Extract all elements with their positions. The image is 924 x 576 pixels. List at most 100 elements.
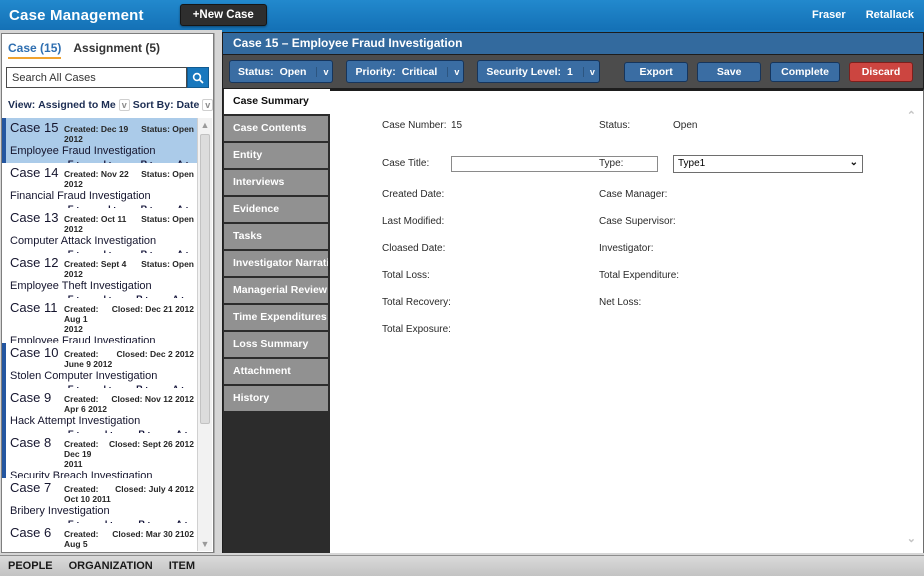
save-button[interactable]: Save	[697, 61, 762, 82]
priority-dropdown-label: Priority:	[355, 65, 396, 78]
total-exposure-label: Total Exposure:	[382, 324, 451, 335]
case-status: Closed: July 4 2012	[115, 484, 194, 494]
flag-bar	[2, 343, 6, 388]
footer-item[interactable]: ITEM	[168, 560, 196, 572]
case-name: Case 10	[10, 345, 59, 360]
tab-assignment[interactable]: Assignment (5)	[73, 41, 161, 55]
case-section-tabs: Case Summary Case Contents Entity Interv…	[222, 89, 332, 553]
flag-bar	[2, 388, 6, 433]
footer-organization[interactable]: ORGANIZATION	[68, 560, 153, 572]
case-name: Case 9	[10, 390, 52, 405]
user-link-retallack[interactable]: Retallack	[865, 9, 914, 21]
tab-case-contents[interactable]: Case Contents	[224, 116, 328, 141]
type-label: Type:	[599, 158, 624, 169]
filters-row: View: Assigned to Me v Sort By: Date v ↑…	[2, 88, 241, 119]
total-recovery-label: Total Recovery:	[382, 297, 451, 308]
tab-evidence[interactable]: Evidence	[224, 197, 328, 222]
chevron-down-icon: v	[582, 66, 595, 77]
tab-time-expenditures[interactable]: Time Expenditures	[224, 305, 328, 330]
complete-button[interactable]: Complete	[770, 61, 840, 82]
case-list-item[interactable]: Case 14 Created: Nov 22 2012 Status: Open …	[2, 163, 198, 224]
case-title: Hack Attempt Investigation	[10, 415, 141, 427]
case-name: Case 13	[10, 210, 59, 225]
total-loss-label: Total Loss:	[382, 270, 430, 281]
case-status: Closed: Dec 2 2012	[116, 349, 194, 359]
status-dropdown-value: Open	[279, 65, 307, 78]
case-status: Status: Open	[141, 214, 194, 224]
security-level-label: Security Level:	[486, 65, 562, 78]
sort-chevron-icon[interactable]: v	[202, 99, 214, 111]
new-case-button[interactable]: +New Case	[179, 4, 267, 26]
app-header: Case Management +New Case Fraser Retalla…	[0, 0, 924, 30]
app-title: Case Management	[9, 6, 144, 24]
case-list-item[interactable]: Case 11 Created: Aug 1 2012 Closed: Dec 21…	[2, 298, 198, 369]
case-list-item[interactable]: Case 10 Created: June 9 2012 Closed: Dec 2…	[2, 343, 198, 404]
search-button[interactable]	[187, 67, 209, 88]
export-button[interactable]: Export	[624, 61, 689, 82]
footer-people[interactable]: PEOPLE	[8, 560, 53, 572]
case-list-item[interactable]: Case 6 Created: Aug 5 2011 Closed: Mar 30 …	[2, 523, 198, 551]
case-name: Case 8	[10, 435, 52, 450]
scroll-down-icon[interactable]: ▼	[200, 539, 210, 549]
case-created: Created: Oct 11 2012	[64, 214, 127, 234]
case-created: Created: Nov 22 2012	[64, 169, 129, 189]
case-status: Status: Open	[141, 259, 194, 269]
case-supervisor-label: Case Supervisor:	[599, 216, 676, 227]
user-link-fraser[interactable]: Fraser	[812, 9, 846, 21]
scrollbar-thumb[interactable]	[200, 134, 210, 424]
case-name: Case 14	[10, 165, 59, 180]
case-title: Computer Attack Investigation	[10, 235, 157, 247]
tab-attachment[interactable]: Attachment	[224, 359, 328, 384]
type-select[interactable]: Type1	[673, 154, 863, 173]
view-chevron-icon[interactable]: v	[118, 99, 130, 111]
sort-label: Sort By:	[132, 99, 174, 111]
sidebar-tabs: Case (15) Assignment (5)	[2, 34, 213, 62]
tab-case[interactable]: Case (15)	[8, 41, 62, 59]
case-list-item[interactable]: Case 15 Created: Dec 19 2012 Status: Open …	[2, 118, 198, 179]
case-list-item[interactable]: Case 7 Created: Oct 10 2011 Closed: July 4…	[2, 478, 198, 539]
chevron-down-icon: v	[316, 66, 328, 77]
tab-history[interactable]: History	[224, 386, 328, 411]
chevron-down-icon: v	[447, 66, 459, 77]
panel-top-accent	[222, 30, 924, 32]
tab-investigator-narratives[interactable]: Investigator Narratives	[224, 251, 328, 276]
security-level-dropdown[interactable]: Security Level: 1 v	[477, 60, 600, 83]
security-level-value: 1	[567, 65, 573, 78]
case-status: Closed: Dec 21 2012	[111, 304, 194, 314]
case-status: Closed: Sept 26 2012	[108, 439, 194, 449]
priority-dropdown[interactable]: Priority: Critical v	[346, 60, 465, 83]
case-name: Case 15	[10, 120, 59, 135]
search-input[interactable]	[6, 67, 187, 88]
sort-value[interactable]: Date	[176, 99, 200, 111]
total-expenditure-label: Total Expenditure:	[599, 270, 680, 281]
case-list-sidebar: Case (15) Assignment (5) View: Assigned …	[1, 33, 241, 553]
case-name: Case 7	[10, 480, 52, 495]
view-value[interactable]: Assigned to Me	[38, 99, 116, 111]
search-row	[6, 67, 209, 88]
content-scroll-up-icon[interactable]: ⌃	[906, 110, 916, 122]
case-status: Status: Open	[141, 124, 194, 134]
case-title-input[interactable]	[451, 155, 658, 172]
case-list-item[interactable]: Case 12 Created: Sept 4 2012 Status: Open …	[2, 253, 198, 314]
tab-entity[interactable]: Entity	[224, 143, 328, 168]
case-created: Created: Sept 4 2012	[64, 259, 127, 279]
case-list-item[interactable]: Case 13 Created: Oct 11 2012 Status: Open …	[2, 208, 198, 269]
status-dropdown[interactable]: Status: Open v	[229, 60, 334, 83]
case-list-item[interactable]: Case 8 Created: Dec 19 2011 Closed: Sept 2…	[2, 433, 198, 504]
case-list-item[interactable]: Case 9 Created: Apr 6 2012 Closed: Nov 12 …	[2, 388, 198, 449]
tab-loss-summary[interactable]: Loss Summary	[224, 332, 328, 357]
status-label: Status:	[599, 120, 631, 131]
tab-case-summary[interactable]: Case Summary	[224, 89, 332, 114]
case-list-scrollbar[interactable]: ▲ ▼	[197, 118, 212, 551]
case-toolbar: Status: Open v Priority: Critical v Secu…	[222, 55, 924, 89]
case-created: Created: Apr 6 2012	[64, 394, 107, 414]
content-scroll-down-icon[interactable]: ⌄	[906, 533, 916, 545]
tab-tasks[interactable]: Tasks	[224, 224, 328, 249]
discard-button[interactable]: Discard	[849, 61, 913, 82]
tab-interviews[interactable]: Interviews	[224, 170, 328, 195]
scroll-up-icon[interactable]: ▲	[200, 120, 210, 130]
case-title-label: Case Title:	[382, 158, 430, 169]
case-created: Created: June 9 2012	[64, 349, 113, 369]
tab-managerial-review[interactable]: Managerial Review	[224, 278, 328, 303]
case-name: Case 6	[10, 525, 52, 540]
